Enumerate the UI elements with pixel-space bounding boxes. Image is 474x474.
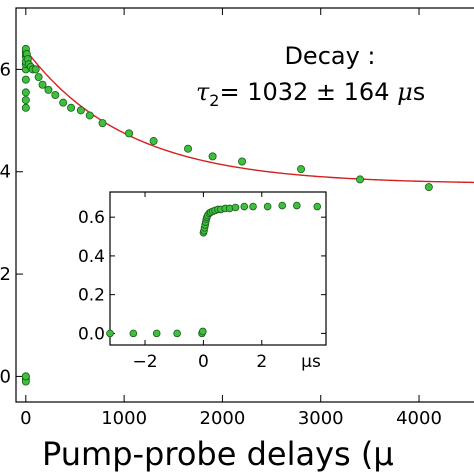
main-data-point [21, 96, 30, 105]
inset-data-point [231, 203, 240, 212]
main-data-point [85, 111, 94, 120]
mu-symbol: μ [397, 78, 413, 106]
main-data-point [59, 98, 68, 107]
main-x-tick-label: 2000 [200, 408, 246, 429]
main-x-tick-label: 3000 [298, 408, 344, 429]
main-data-point [21, 372, 30, 381]
inset-x-tick-label: −2 [132, 352, 157, 372]
main-data-point [149, 137, 158, 146]
main-plot-frame [15, 7, 474, 403]
inset-data-point [240, 202, 249, 211]
main-data-points [21, 44, 433, 386]
main-data-point [34, 73, 43, 82]
tau-subscript: 2 [209, 91, 219, 110]
inset-data-point [173, 329, 181, 338]
inset-data-point [106, 329, 114, 338]
main-data-point [31, 65, 40, 74]
inset-data-point [263, 202, 272, 211]
tau-symbol: τ [196, 78, 210, 106]
main-data-point [44, 85, 53, 94]
inset-frame [109, 191, 327, 346]
main-x-tick-label: 4000 [396, 408, 442, 429]
inset-y-tick-label: 0.4 [78, 247, 105, 267]
main-x-axis-label: Pump-probe delays (μ [42, 435, 394, 473]
annotation-line2: τ2= 1032 ± 164 μs [196, 78, 425, 110]
main-data-point [38, 80, 47, 89]
main-y-tick-label: 6 [0, 59, 11, 80]
main-data-point [76, 106, 85, 115]
inset-data-point [152, 329, 161, 338]
main-y-tick-label: 4 [0, 162, 11, 183]
main-data-point [21, 88, 30, 97]
main-data-point [51, 90, 60, 99]
inset-data-point [249, 202, 257, 211]
tau-value: = 1032 ± 164 [219, 78, 397, 106]
inset-x-tick-label: 0 [198, 352, 209, 372]
decay-annotation: Decay : τ2= 1032 ± 164 μs [196, 42, 425, 110]
inset-data-point [129, 329, 138, 338]
main-y-tick-label: 2 [0, 264, 11, 285]
annotation-line1: Decay : [284, 42, 375, 70]
main-data-point [98, 119, 107, 128]
main-data-point [297, 165, 306, 174]
inset-x-tick-label: 2 [256, 352, 267, 372]
main-y-tick-label: 0 [0, 366, 11, 387]
main-data-point [356, 175, 365, 184]
main-data-point [125, 129, 134, 138]
inset-y-tick-label: 0.6 [78, 208, 105, 228]
main-data-point [424, 183, 433, 192]
main-x-tick-label: 1000 [101, 408, 147, 429]
main-data-point [21, 75, 30, 84]
main-data-point [67, 103, 76, 112]
main-data-point [208, 152, 217, 161]
main-data-point [184, 144, 193, 153]
inset-plot: −2 0 2 0.0 0.2 0.4 0.6 μs [78, 191, 327, 372]
inset-x-axis-unit: μs [301, 352, 321, 372]
inset-data-point [293, 201, 301, 210]
inset-data-point [199, 327, 207, 336]
main-x-tick-label: 0 [20, 408, 31, 429]
main-data-point [21, 103, 30, 112]
inset-data-point [313, 202, 322, 211]
tau-unit: s [413, 78, 426, 106]
inset-y-tick-label: 0.2 [78, 286, 105, 306]
inset-data-point [278, 201, 287, 210]
inset-y-tick-label: 0.0 [78, 324, 105, 344]
main-data-point [238, 157, 247, 166]
